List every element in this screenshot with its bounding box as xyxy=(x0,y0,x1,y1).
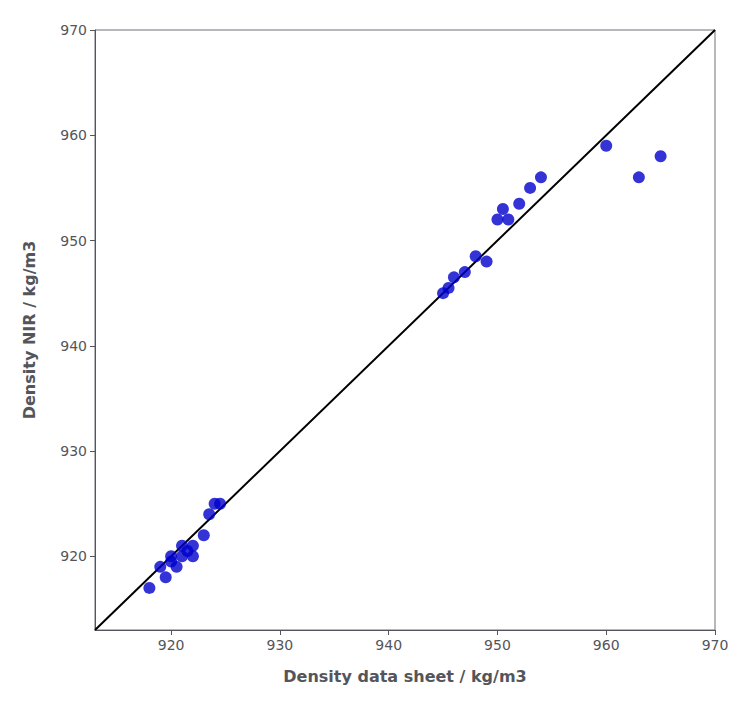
svg-text:930: 930 xyxy=(267,637,294,653)
svg-text:940: 940 xyxy=(375,637,402,653)
svg-text:950: 950 xyxy=(484,637,511,653)
svg-text:920: 920 xyxy=(60,548,87,564)
svg-text:970: 970 xyxy=(60,22,87,38)
svg-text:960: 960 xyxy=(593,637,620,653)
svg-text:940: 940 xyxy=(60,338,87,354)
svg-text:920: 920 xyxy=(158,637,185,653)
svg-text:Density data sheet / kg/m3: Density data sheet / kg/m3 xyxy=(283,667,526,686)
svg-text:960: 960 xyxy=(60,127,87,143)
svg-text:950: 950 xyxy=(60,233,87,249)
svg-text:930: 930 xyxy=(60,443,87,459)
svg-text:Density NIR / kg/m3: Density NIR / kg/m3 xyxy=(20,241,39,420)
svg-text:970: 970 xyxy=(702,637,729,653)
